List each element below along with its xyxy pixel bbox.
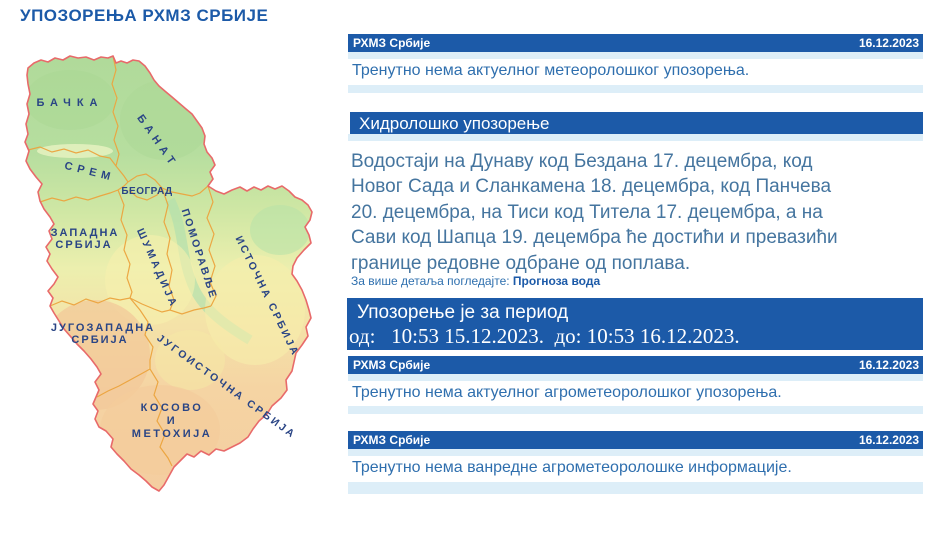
region-label-kosovo-1: КОСОВО bbox=[141, 402, 204, 414]
agro-warning-message: Тренутно нема актуелног агрометеоролошко… bbox=[352, 384, 782, 401]
region-label-kosovo-2: И bbox=[167, 415, 177, 427]
hydro-line: 20. децембра, на Тиси код Титела 17. дец… bbox=[351, 201, 823, 223]
agro-info-strip-bottom bbox=[348, 482, 923, 494]
hydro-panel-header: Хидролошко упозорење bbox=[350, 112, 923, 134]
region-label-beograd: БЕОГРАД bbox=[121, 186, 172, 197]
hydro-strip-top bbox=[348, 134, 923, 141]
meteo-strip-bottom bbox=[348, 85, 923, 93]
agro-warning-source: РХМЗ Србије bbox=[353, 358, 431, 372]
agro-info-strip-top bbox=[348, 449, 923, 456]
agro-info-message: Тренутно нема ванредне агрометеоролошке … bbox=[352, 459, 792, 476]
hydro-line: Сави код Шапца 19. децембра ће достићи и… bbox=[351, 227, 838, 249]
serbia-relief-map: БАЧКА БАНАТ СРЕМ БЕОГРАД ЗАПАДНА СРБИЈА … bbox=[12, 52, 342, 502]
serbia-outline bbox=[24, 55, 313, 492]
agro-info-source: РХМЗ Србије bbox=[353, 433, 431, 447]
hydro-line: Водостаји на Дунаву код Бездана 17. деце… bbox=[351, 151, 813, 172]
details-label: За више детаља погледајте: bbox=[351, 274, 510, 288]
meteo-date: 16.12.2023 bbox=[858, 36, 919, 50]
region-label-kosovo-3: МЕТОХИЈА bbox=[132, 428, 212, 440]
region-label-jugozapadna-1: ЈУГОЗАПАДНА bbox=[51, 322, 155, 334]
agro-info-date: 16.12.2023 bbox=[858, 433, 919, 447]
meteo-message: Тренутно нема актуелног метеоролошког уп… bbox=[352, 62, 750, 79]
region-label-jugozapadna-2: СРБИЈА bbox=[71, 334, 128, 346]
warnings-column: РХМЗ Србије 16.12.2023 Тренутно нема акт… bbox=[347, 0, 923, 538]
serbia-map-svg: БАЧКА БАНАТ СРЕМ БЕОГРАД ЗАПАДНА СРБИЈА … bbox=[24, 55, 313, 492]
hydro-details-row: За више детаља погледајте: Прогноза вода bbox=[351, 274, 923, 288]
hydro-title: Хидролошко упозорење bbox=[359, 114, 550, 133]
water-forecast-link[interactable]: Прогноза вода bbox=[512, 274, 601, 288]
hydro-warning-text: Водостаји на Дунаву код Бездана 17. деце… bbox=[351, 149, 923, 276]
warning-period-box: Упозорење је за период од: 10:53 15.12.2… bbox=[347, 298, 923, 350]
meteo-strip-top bbox=[348, 52, 923, 59]
region-label-zapadna-1: ЗАПАДНА bbox=[51, 227, 120, 239]
agro-warning-strip-top bbox=[348, 374, 923, 381]
agro-warning-panel-header: РХМЗ Србије 16.12.2023 bbox=[348, 356, 923, 374]
agro-warning-date: 16.12.2023 bbox=[858, 358, 919, 372]
period-title: Упозорење је за период bbox=[357, 302, 569, 323]
hydro-line: Новог Сада и Сланкамена 18. децембра, ко… bbox=[351, 176, 832, 198]
region-label-zapadna-2: СРБИЈА bbox=[55, 239, 112, 251]
meteo-panel-header: РХМЗ Србије 16.12.2023 bbox=[348, 34, 923, 52]
region-label-backa: БАЧКА bbox=[37, 97, 104, 109]
meteo-source: РХМЗ Србије bbox=[353, 36, 431, 50]
agro-warning-strip-bottom bbox=[348, 406, 923, 414]
region-borders bbox=[27, 55, 217, 467]
agro-info-panel-header: РХМЗ Србије 16.12.2023 bbox=[348, 431, 923, 449]
hydro-line: границе редовне одбране од поплава. bbox=[351, 252, 691, 274]
page-title: УПОЗОРЕЊА РХМЗ СРБИЈЕ bbox=[20, 6, 269, 25]
period-range: од: 10:53 15.12.2023. до: 10:53 16.12.20… bbox=[349, 324, 740, 348]
